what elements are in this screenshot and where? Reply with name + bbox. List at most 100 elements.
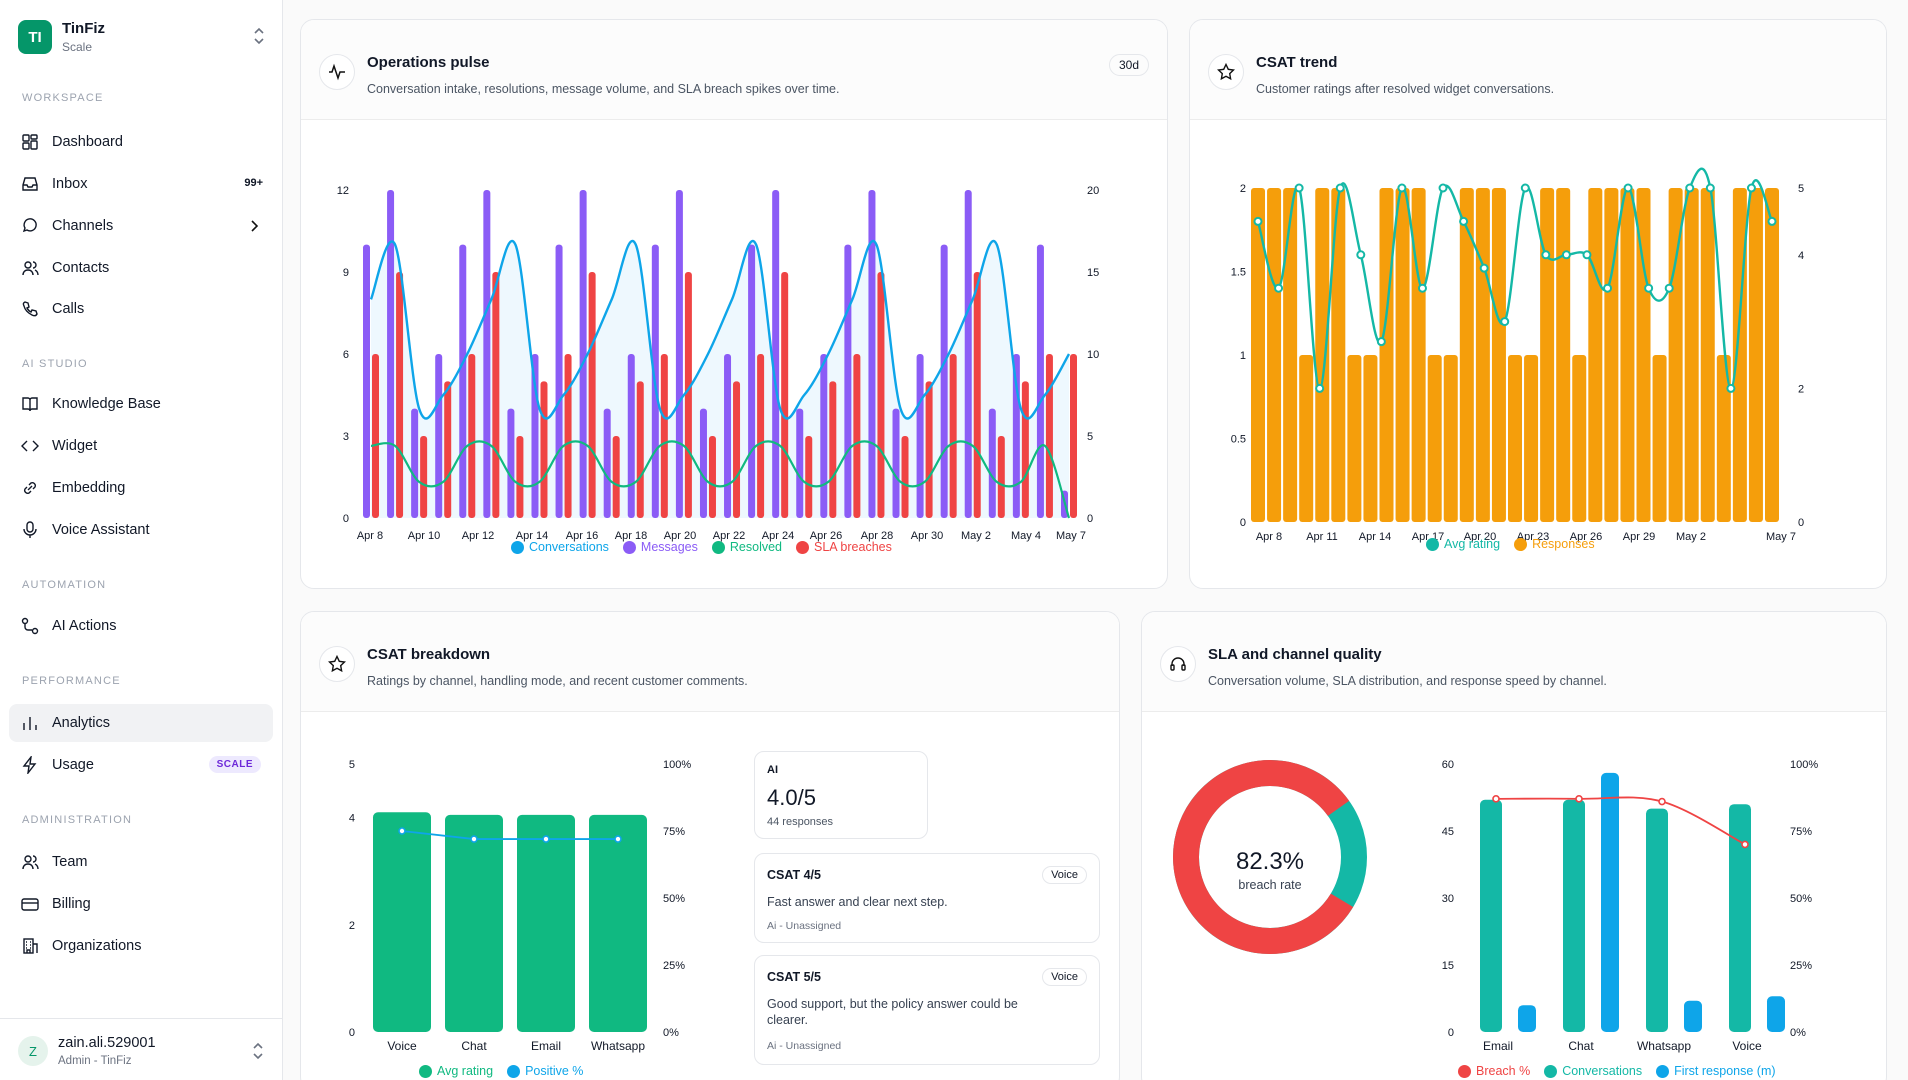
sidebar-item-inbox[interactable]: Inbox 99+ (9, 165, 273, 203)
user-menu[interactable]: Z zain.ali.529001 Admin - TinFiz (0, 1018, 283, 1080)
sla-breach-bar (925, 381, 933, 518)
y-tick-label: 3 (343, 431, 349, 443)
sidebar-item-label: Voice Assistant (52, 522, 150, 538)
x-tick-label: Chat (1568, 1039, 1594, 1053)
first-response-bar (1601, 772, 1619, 1032)
star-icon (319, 646, 355, 682)
book-icon (22, 397, 38, 412)
chevron-right-icon[interactable] (249, 219, 259, 233)
legend-item[interactable]: Avg rating (419, 1064, 493, 1078)
legend-label: Conversations (1562, 1064, 1643, 1078)
sla-breach-bar (540, 381, 548, 518)
sidebar-item-team[interactable]: Team (9, 843, 273, 881)
sidebar-item-voice-assistant[interactable]: Voice Assistant (9, 511, 273, 549)
sidebar-item-label: Calls (52, 301, 85, 317)
conversations-bar (1480, 799, 1502, 1032)
x-tick-label: Apr 10 (408, 530, 440, 542)
sidebar-item-dashboard[interactable]: Dashboard (9, 123, 273, 161)
sla-breach-bar (612, 436, 620, 518)
sidebar-item-label: AI Actions (52, 618, 117, 634)
chevron-updown-icon[interactable] (252, 26, 266, 46)
sidebar-item-ai-actions[interactable]: AI Actions (9, 607, 273, 645)
positive-pct-line (401, 830, 618, 840)
sidebar-item-channels[interactable]: Channels (9, 207, 273, 245)
breach-rate-value: 82.3% (1235, 848, 1305, 875)
x-tick-label: Apr 12 (462, 530, 494, 542)
responses-bar (1508, 355, 1522, 522)
responses-bar (1652, 355, 1667, 522)
messages-bar (483, 190, 491, 518)
responses-bar (1395, 188, 1410, 522)
breach-pct-point (1492, 795, 1500, 803)
avg-rating-point (1315, 383, 1325, 393)
responses-bar (1411, 188, 1426, 522)
sla-breach-bar (1045, 354, 1053, 518)
sidebar-item-label: Usage (52, 757, 94, 773)
sla-breach-bar (949, 354, 957, 518)
conversations-bar (1729, 804, 1751, 1032)
org-switcher[interactable]: TI TinFiz Scale (18, 18, 274, 56)
breach-rate-label: breach rate (1238, 878, 1302, 892)
legend-item[interactable]: Responses (1514, 537, 1595, 551)
range-selector[interactable]: 30d (1108, 54, 1149, 76)
avg-rating-point (1541, 250, 1551, 260)
legend-label: SLA breaches (814, 540, 892, 554)
star-icon (1208, 54, 1244, 90)
legend-item[interactable]: Conversations (1544, 1064, 1642, 1078)
team-icon (22, 855, 39, 870)
sidebar-item-embedding[interactable]: Embedding (9, 469, 273, 507)
sidebar-item-knowledge-base[interactable]: Knowledge Base (9, 385, 273, 423)
sidebar-item-usage[interactable]: Usage SCALE (9, 746, 273, 784)
messages-bar (796, 408, 804, 518)
legend-swatch (1514, 537, 1528, 551)
link-icon (24, 482, 36, 494)
section-ai-studio: AI STUDIO (22, 358, 88, 370)
sidebar-item-label: Billing (52, 896, 91, 912)
sidebar-item-calls[interactable]: Calls (9, 290, 273, 328)
y-tick-label: 2 (1240, 183, 1246, 195)
workflow-icon (21, 617, 39, 635)
legend-item[interactable]: First response (m) (1656, 1064, 1776, 1078)
sla-breach-bar (733, 381, 741, 518)
legend-item[interactable]: Avg rating (1426, 537, 1500, 551)
legend-item[interactable]: Conversations (511, 540, 609, 554)
sidebar-item-widget[interactable]: Widget (9, 427, 273, 465)
x-tick-label: Email (1483, 1039, 1513, 1053)
messages-bar (675, 190, 683, 518)
y-tick-label: 12 (337, 185, 349, 197)
legend-item[interactable]: Messages (622, 540, 698, 554)
legend-label: Responses (1532, 537, 1595, 551)
sidebar-item-organizations[interactable]: Organizations (9, 927, 273, 965)
legend-item[interactable]: Resolved (711, 540, 782, 554)
y-tick-label: 10 (1087, 349, 1099, 361)
comment-title: CSAT 4/5 (767, 868, 821, 882)
x-tick-label: Voice (1732, 1039, 1762, 1053)
sidebar-item-analytics[interactable]: Analytics (9, 704, 273, 742)
phone-icon (22, 301, 38, 317)
legend-item[interactable]: SLA breaches (796, 540, 892, 554)
messages-bar (820, 354, 828, 518)
legend-label: Breach % (1476, 1064, 1531, 1078)
responses-bar (1540, 188, 1555, 522)
chevron-updown-icon[interactable] (251, 1041, 265, 1061)
responses-bar (1700, 188, 1715, 522)
org-name: TinFiz (62, 20, 106, 37)
legend-item[interactable]: Breach % (1458, 1064, 1530, 1078)
chart-legend: Avg rating Responses (1426, 537, 1595, 551)
avg-rating-bar (445, 814, 503, 1032)
legend-swatch (507, 1064, 521, 1078)
avg-rating-point (1459, 216, 1469, 226)
chart-legend: Breach % Conversations First response (m) (1458, 1064, 1776, 1078)
messages-bar (627, 354, 635, 518)
conversations-bar (1646, 808, 1668, 1032)
messages-bar (507, 408, 515, 518)
sidebar-item-billing[interactable]: Billing (9, 885, 273, 923)
y-tick-label: 0 (343, 513, 349, 525)
sidebar-item-contacts[interactable]: Contacts (9, 249, 273, 287)
avg-rating-point (1746, 183, 1756, 193)
sla-breach-bar (444, 381, 452, 518)
messages-bar (555, 244, 563, 518)
x-tick-label: Apr 8 (357, 530, 383, 542)
y-tick-label: 2 (349, 920, 355, 932)
legend-item[interactable]: Positive % (507, 1064, 583, 1078)
